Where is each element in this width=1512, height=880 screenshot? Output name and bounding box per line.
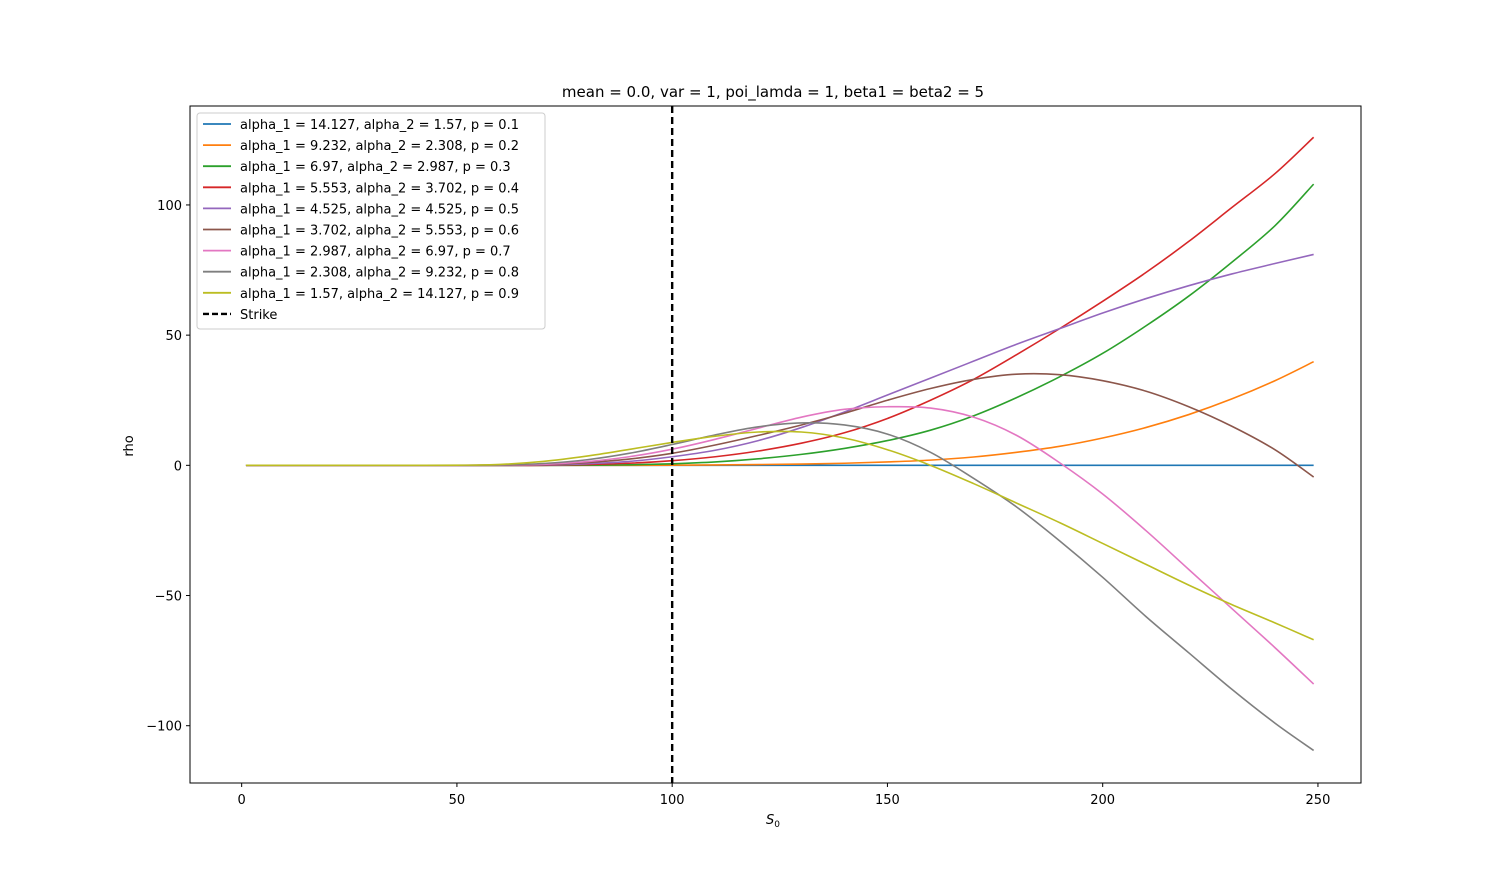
legend-label: alpha_1 = 1.57, alpha_2 = 14.127, p = 0.… [240, 287, 519, 302]
x-tick-label: 100 [660, 793, 685, 808]
x-axis-label-subscript: 0 [774, 820, 780, 830]
x-tick-label: 50 [449, 793, 466, 808]
legend-label: alpha_1 = 9.232, alpha_2 = 2.308, p = 0.… [240, 139, 519, 154]
legend-label: Strike [240, 308, 277, 323]
x-axis-label: S0 [766, 813, 780, 830]
x-tick-label: 150 [875, 793, 900, 808]
legend-label: alpha_1 = 14.127, alpha_2 = 1.57, p = 0.… [240, 118, 519, 133]
legend-label: alpha_1 = 2.987, alpha_2 = 6.97, p = 0.7 [240, 245, 511, 260]
plot-area [245, 106, 1315, 783]
axes-frame [189, 105, 1362, 784]
y-axis: −100 −50 0 50 100 [146, 199, 190, 735]
chart-title: mean = 0.0, var = 1, poi_lamda = 1, beta… [562, 83, 984, 102]
legend-label: alpha_1 = 3.702, alpha_2 = 5.553, p = 0.… [240, 224, 519, 239]
series-line-9 [245, 430, 1314, 641]
y-tick-label: 100 [157, 199, 182, 214]
legend: alpha_1 = 14.127, alpha_2 = 1.57, p = 0.… [196, 112, 546, 330]
y-tick-label: −100 [146, 720, 182, 735]
legend-label: alpha_1 = 4.525, alpha_2 = 4.525, p = 0.… [240, 202, 519, 217]
y-axis-label: rho [122, 435, 137, 456]
legend-label: alpha_1 = 6.97, alpha_2 = 2.987, p = 0.3 [240, 160, 511, 175]
x-tick-label: 200 [1090, 793, 1115, 808]
legend-label: alpha_1 = 2.308, alpha_2 = 9.232, p = 0.… [240, 266, 519, 281]
y-tick-label: 0 [174, 459, 182, 474]
y-tick-label: 50 [165, 329, 182, 344]
legend-label: alpha_1 = 5.553, alpha_2 = 3.702, p = 0.… [240, 181, 519, 196]
x-axis: 0 50 100 150 200 250 [238, 783, 1331, 808]
y-tick-label: −50 [155, 590, 182, 605]
x-axis-label-main: S [766, 813, 774, 828]
x-tick-label: 0 [238, 793, 246, 808]
legend-box [196, 112, 546, 330]
x-tick-label: 250 [1306, 793, 1331, 808]
